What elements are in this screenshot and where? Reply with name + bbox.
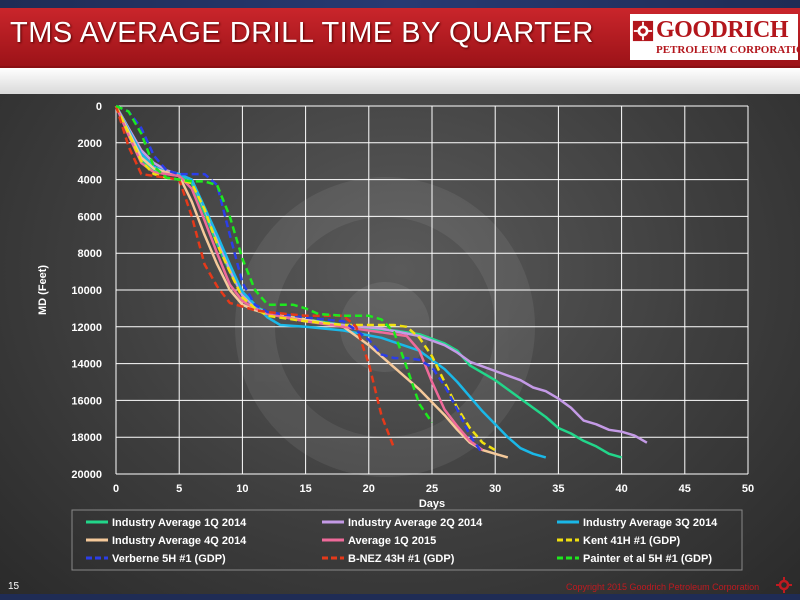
page-title: TMS AVERAGE DRILL TIME BY QUARTER bbox=[10, 17, 594, 49]
series-line-9 bbox=[115, 104, 434, 424]
y-tick-label: 16000 bbox=[71, 395, 102, 407]
x-tick-label: 35 bbox=[552, 483, 564, 495]
x-tick-label: 15 bbox=[299, 483, 311, 495]
logo-name: GOODRICH bbox=[656, 17, 789, 43]
gridlines bbox=[115, 105, 749, 475]
y-tick-label: 0 bbox=[96, 101, 102, 113]
company-logo: GOODRICH PETROLEUM CORPORATION bbox=[630, 14, 800, 60]
series-line-2 bbox=[114, 105, 648, 444]
legend-entries: Industry Average 1Q 2014 Industry Average… bbox=[86, 517, 718, 565]
legend-label: Industry Average 3Q 2014 bbox=[583, 517, 718, 529]
series-line-7 bbox=[115, 104, 484, 455]
drill-time-chart: 0 5 10 15 20 25 30 35 40 45 50 0 2000 4000 6000 8000 10… bbox=[37, 101, 754, 571]
footer-bar bbox=[0, 594, 800, 600]
y-tick-label: 8000 bbox=[78, 248, 102, 260]
y-tick-label: 12000 bbox=[71, 322, 102, 334]
x-tick-label: 50 bbox=[742, 483, 754, 495]
page-number: 15 bbox=[8, 581, 20, 592]
copyright-text: Copyright 2015 Goodrich Petroleum Corpor… bbox=[566, 582, 760, 592]
x-tick-label: 30 bbox=[489, 483, 501, 495]
y-tick-label: 14000 bbox=[71, 359, 102, 371]
legend-label: Kent 41H #1 (GDP) bbox=[583, 535, 681, 547]
series-line-4 bbox=[114, 105, 509, 459]
legend-label: Verberne 5H #1 (GDP) bbox=[112, 553, 226, 565]
y-tick-label: 4000 bbox=[78, 175, 102, 187]
x-tick-label: 40 bbox=[615, 483, 627, 495]
legend-label: Industry Average 4Q 2014 bbox=[112, 535, 247, 547]
x-tick-label: 5 bbox=[176, 483, 182, 495]
legend-label: Painter et al 5H #1 (GDP) bbox=[583, 553, 712, 565]
x-axis-ticks: 0 5 10 15 20 25 30 35 40 45 50 bbox=[113, 483, 754, 495]
logo-subtitle: PETROLEUM CORPORATION bbox=[656, 44, 800, 56]
legend-label: Industry Average 1Q 2014 bbox=[112, 517, 247, 529]
y-tick-label: 18000 bbox=[71, 432, 102, 444]
header-top-strip bbox=[0, 0, 800, 8]
x-tick-label: 25 bbox=[426, 483, 438, 495]
header-banner: TMS AVERAGE DRILL TIME BY QUARTER GOODRI… bbox=[0, 0, 800, 66]
y-tick-label: 6000 bbox=[78, 211, 102, 223]
y-axis-ticks: 0 2000 4000 6000 8000 10000 12000 14000 16000 180… bbox=[71, 101, 102, 481]
x-axis-label: Days bbox=[419, 498, 445, 510]
legend-label: Industry Average 2Q 2014 bbox=[348, 517, 483, 529]
legend-label: Average 1Q 2015 bbox=[348, 535, 436, 547]
y-axis-label: MD (Feet) bbox=[37, 265, 49, 315]
x-tick-label: 20 bbox=[363, 483, 375, 495]
header-bottom-band bbox=[0, 66, 800, 94]
x-tick-label: 45 bbox=[679, 483, 691, 495]
x-tick-label: 10 bbox=[236, 483, 248, 495]
y-tick-label: 10000 bbox=[71, 285, 102, 297]
x-tick-label: 0 bbox=[113, 483, 119, 495]
legend bbox=[71, 509, 743, 571]
series-line-8 bbox=[114, 105, 396, 449]
series-lines bbox=[114, 104, 648, 459]
legend-label: B-NEZ 43H #1 (GDP) bbox=[348, 553, 455, 565]
gear-icon bbox=[776, 577, 792, 593]
y-tick-label: 20000 bbox=[71, 469, 102, 481]
y-tick-label: 2000 bbox=[78, 138, 102, 150]
gear-logo-icon bbox=[632, 20, 654, 42]
